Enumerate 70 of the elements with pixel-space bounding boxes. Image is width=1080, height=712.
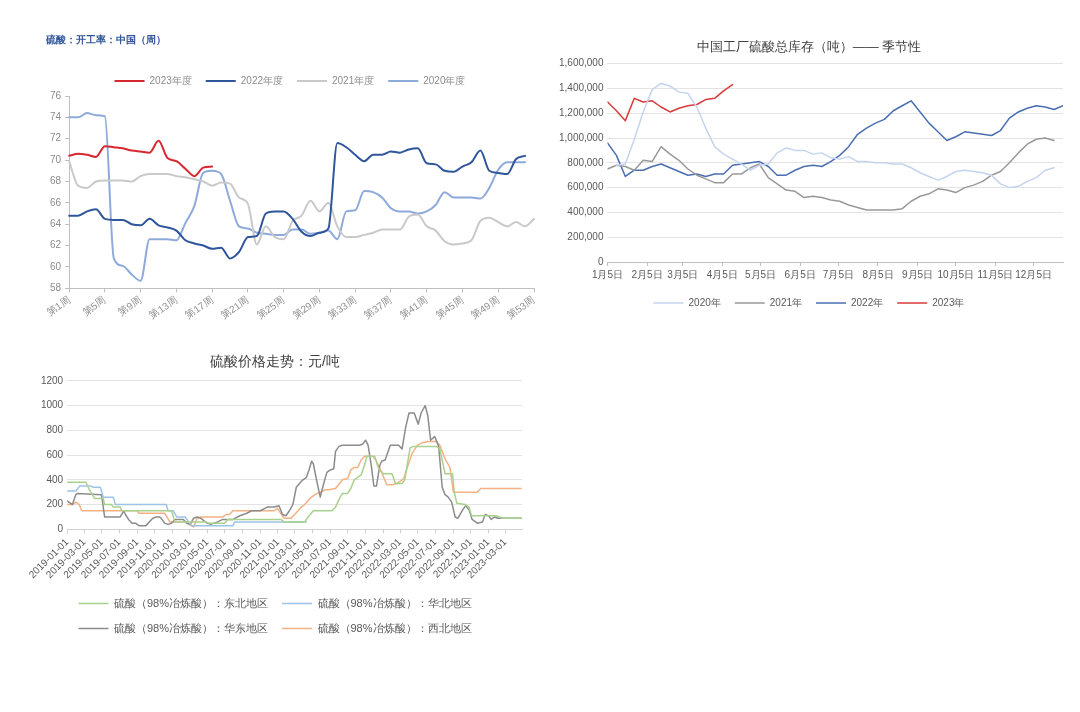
x-tick-label: 1月5日 xyxy=(591,268,624,280)
x-tick-label: 第25周 xyxy=(254,294,287,321)
line-series xyxy=(68,142,527,260)
x-tick-label: 第33周 xyxy=(326,294,358,321)
y-tick-label: 800,000 xyxy=(567,156,604,168)
y-tick-label: 74 xyxy=(50,111,62,123)
x-tick-label: 第29周 xyxy=(290,294,323,321)
y-tick-label: 800 xyxy=(46,424,64,436)
chart-title: 硫酸：开工率：中国（周） xyxy=(45,33,166,45)
y-tick-label: 58 xyxy=(50,282,62,294)
x-tick-label: 6月5日 xyxy=(784,268,816,280)
x-tick-label: 5月5日 xyxy=(745,268,777,280)
x-tick-label: 10月5日 xyxy=(937,268,975,280)
y-tick-label: 400 xyxy=(46,473,64,485)
x-tick-label: 第53周 xyxy=(504,294,537,321)
y-tick-label: 60 xyxy=(50,260,62,272)
y-tick-label: 600 xyxy=(46,448,64,460)
x-tick-label: 3月5日 xyxy=(667,268,699,280)
legend-label: 硫酸（98%冶炼酸）：西北地区 xyxy=(317,621,472,634)
legend-label: 硫酸（98%冶炼酸）：东北地区 xyxy=(113,596,269,609)
x-tick-label: 第5周 xyxy=(80,294,108,318)
y-tick-label: 64 xyxy=(50,217,62,229)
chart-title: 中国工厂硫酸总库存（吨）—— 季节性 xyxy=(696,39,922,55)
legend-label: 硫酸（98%冶炼酸）：华北地区 xyxy=(317,596,472,609)
y-tick-label: 68 xyxy=(50,175,62,187)
x-tick-label: 9月5日 xyxy=(901,268,934,280)
legend-label: 2021年度 xyxy=(332,74,375,86)
x-tick-label: 第13周 xyxy=(147,294,180,321)
legend-label: 2020年度 xyxy=(423,74,466,86)
y-tick-label: 1000 xyxy=(40,399,64,411)
x-tick-label: 12月5日 xyxy=(1015,268,1052,280)
y-tick-label: 66 xyxy=(50,196,62,208)
y-tick-label: 200,000 xyxy=(567,230,604,242)
x-tick-label: 第41周 xyxy=(397,294,430,321)
legend-label: 2021年 xyxy=(769,296,802,308)
x-tick-label: 第1周 xyxy=(44,294,72,318)
y-tick-label: 1,400,000 xyxy=(558,82,604,94)
x-tick-label: 2月5日 xyxy=(631,268,663,280)
y-tick-label: 1200 xyxy=(40,374,64,386)
legend-label: 2020年 xyxy=(688,296,721,308)
x-tick-label: 第17周 xyxy=(183,294,215,321)
y-tick-label: 62 xyxy=(50,239,62,251)
chart-title: 硫酸价格走势：元/吨 xyxy=(210,353,340,370)
x-tick-label: 第49周 xyxy=(469,294,501,321)
y-tick-label: 600,000 xyxy=(567,181,604,193)
x-tick-label: 第9周 xyxy=(116,294,144,318)
x-tick-label: 第21周 xyxy=(218,294,251,321)
line-series xyxy=(68,139,214,178)
legend-label: 2023年度 xyxy=(149,74,192,86)
y-tick-label: 1,000,000 xyxy=(558,131,604,143)
y-tick-label: 0 xyxy=(597,255,604,267)
x-tick-label: 4月5日 xyxy=(706,268,738,280)
y-tick-label: 76 xyxy=(50,89,62,101)
y-tick-label: 72 xyxy=(50,132,62,144)
x-tick-label: 8月5日 xyxy=(862,268,894,280)
legend-label: 2023年 xyxy=(932,296,965,308)
y-tick-label: 400,000 xyxy=(567,206,604,218)
y-tick-label: 200 xyxy=(46,498,64,510)
x-tick-label: 7月5日 xyxy=(822,268,854,280)
y-tick-label: 0 xyxy=(57,523,64,535)
legend-label: 2022年 xyxy=(851,296,884,308)
x-tick-label: 11月5日 xyxy=(977,268,1014,280)
y-tick-label: 1,200,000 xyxy=(558,106,604,118)
y-tick-label: 1,600,000 xyxy=(558,57,604,69)
x-tick-label: 第37周 xyxy=(361,294,394,321)
legend-label: 2022年度 xyxy=(240,74,283,86)
y-tick-label: 70 xyxy=(50,153,62,165)
x-tick-label: 第45周 xyxy=(433,294,466,321)
legend-label: 硫酸（98%冶炼酸）：华东地区 xyxy=(113,621,269,634)
line-series xyxy=(68,112,527,282)
